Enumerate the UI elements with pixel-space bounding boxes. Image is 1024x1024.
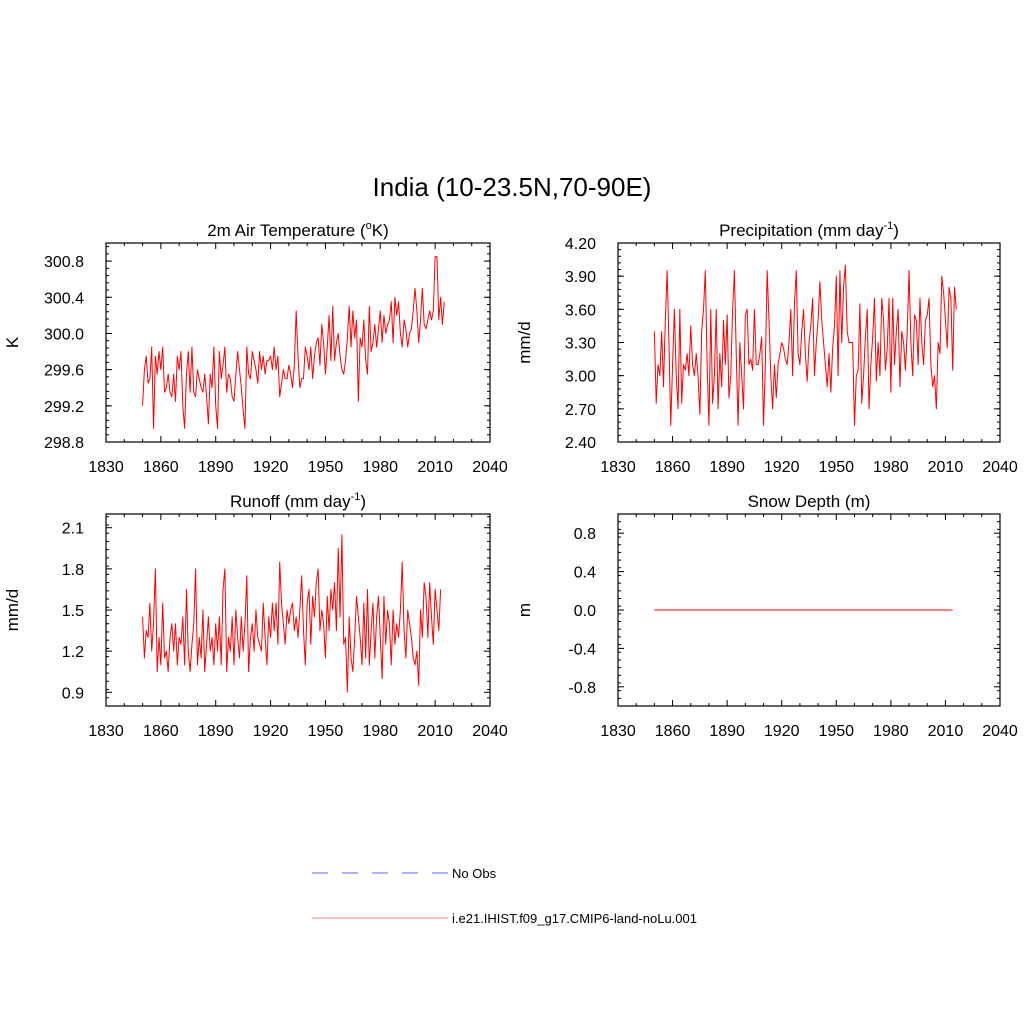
y-tick-label: 0.4 bbox=[574, 565, 596, 582]
x-tick-label: 1980 bbox=[362, 459, 398, 476]
panel-title-text: 2m Air Temperature ( bbox=[207, 221, 366, 240]
y-tick-label: 3.00 bbox=[565, 369, 596, 386]
panel-title: 2m Air Temperature (oK) bbox=[207, 220, 389, 240]
y-tick-label: 299.6 bbox=[44, 363, 84, 380]
x-tick-label: 1980 bbox=[362, 723, 398, 740]
x-tick-label: 1830 bbox=[88, 723, 124, 740]
series-line bbox=[142, 256, 445, 429]
y-tick-label: 3.60 bbox=[565, 302, 596, 319]
y-tick-label: 3.90 bbox=[565, 269, 596, 286]
x-tick-label: 1920 bbox=[253, 459, 289, 476]
x-tick-label: 1920 bbox=[253, 723, 289, 740]
figure-title: India (10-23.5N,70-90E) bbox=[373, 172, 652, 202]
panel-title-tail: K) bbox=[372, 221, 389, 240]
panel-title: Runoff (mm day-1) bbox=[230, 491, 366, 511]
x-tick-label: 1950 bbox=[818, 723, 854, 740]
x-tick-label: 1890 bbox=[198, 723, 234, 740]
plot-frame bbox=[105, 242, 491, 443]
panel-precipitation: 1830 1860 1890 1920 1950 1980 2010 2040 2.40 2.70… bbox=[515, 220, 1018, 476]
y-tick-label: 300.4 bbox=[44, 290, 84, 307]
x-tick-label: 2010 bbox=[417, 459, 453, 476]
y-tick-label: 1.5 bbox=[62, 603, 84, 620]
y-tick-label: 2.40 bbox=[565, 435, 596, 452]
y-tick-label: 1.2 bbox=[62, 644, 84, 661]
y-tick-label: 0.8 bbox=[574, 526, 596, 543]
x-tick-label: 1950 bbox=[818, 459, 854, 476]
panel-title-text: Precipitation (mm day bbox=[719, 221, 884, 240]
y-tick-label: 0.0 bbox=[574, 603, 596, 620]
x-tick-label: 1920 bbox=[764, 459, 800, 476]
x-tick-label: 1860 bbox=[655, 723, 691, 740]
panel-title: Precipitation (mm day-1) bbox=[719, 220, 899, 240]
x-tick-label: 1920 bbox=[764, 723, 800, 740]
legend-label-model: i.e21.IHIST.f09_g17.CMIP6-land-noLu.001 bbox=[452, 911, 697, 926]
panel-title-text: Snow Depth (m) bbox=[748, 492, 871, 511]
y-axis-label: K bbox=[3, 336, 22, 348]
panel-title-text: Runoff (mm day bbox=[230, 492, 351, 511]
y-axis-label: mm/d bbox=[515, 321, 534, 364]
x-tick-label: 1950 bbox=[308, 723, 344, 740]
y-tick-label: 2.70 bbox=[565, 402, 596, 419]
y-tick-label: 300.8 bbox=[44, 254, 84, 271]
panel-title-tail: ) bbox=[360, 492, 366, 511]
y-axis-label: m bbox=[515, 603, 534, 617]
x-tick-label: 2040 bbox=[982, 723, 1018, 740]
panel-title: Snow Depth (m) bbox=[748, 492, 871, 511]
legend: No Obs i.e21.IHIST.f09_g17.CMIP6-land-no… bbox=[312, 866, 697, 926]
y-tick-label: -0.4 bbox=[568, 641, 596, 658]
x-tick-label: 1830 bbox=[600, 459, 636, 476]
plot-frame bbox=[105, 513, 491, 707]
y-tick-label: 3.30 bbox=[565, 336, 596, 353]
x-tick-label: 1830 bbox=[600, 723, 636, 740]
y-axis-label: mm/d bbox=[3, 589, 22, 632]
y-tick-label: 1.8 bbox=[62, 562, 84, 579]
y-tick-label: 2.1 bbox=[62, 521, 84, 538]
x-tick-label: 1860 bbox=[143, 459, 179, 476]
x-tick-label: 1980 bbox=[873, 459, 909, 476]
x-tick-label: 2040 bbox=[472, 459, 508, 476]
panel-title-superscript: -1 bbox=[883, 220, 893, 232]
x-tick-label: 1980 bbox=[873, 723, 909, 740]
x-tick-label: 1890 bbox=[198, 459, 234, 476]
x-tick-label: 1860 bbox=[143, 723, 179, 740]
y-tick-label: 299.2 bbox=[44, 399, 84, 416]
y-tick-label: 0.9 bbox=[62, 685, 84, 702]
x-tick-label: 1830 bbox=[88, 459, 124, 476]
panel-title-superscript: o bbox=[366, 220, 372, 232]
x-tick-label: 2010 bbox=[417, 723, 453, 740]
y-tick-label: 300.0 bbox=[44, 326, 84, 343]
x-tick-label: 1890 bbox=[709, 459, 745, 476]
x-tick-label: 2040 bbox=[982, 459, 1018, 476]
legend-label-no-obs: No Obs bbox=[452, 866, 497, 881]
x-tick-label: 1950 bbox=[308, 459, 344, 476]
x-tick-label: 2010 bbox=[928, 459, 964, 476]
x-tick-label: 1890 bbox=[709, 723, 745, 740]
series-line bbox=[142, 534, 442, 693]
y-tick-label: 298.8 bbox=[44, 435, 84, 452]
y-tick-label: 4.20 bbox=[565, 236, 596, 253]
y-tick-label: -0.8 bbox=[568, 680, 596, 697]
panel-title-tail: ) bbox=[893, 221, 899, 240]
x-tick-label: 2010 bbox=[928, 723, 964, 740]
x-tick-label: 2040 bbox=[472, 723, 508, 740]
panel-air-temperature: 1830 1860 1890 1920 1950 1980 2010 2040 298.8 299… bbox=[3, 220, 508, 476]
panel-runoff: 1830 1860 1890 1920 1950 1980 2010 2040 0.9 1.2 1.… bbox=[3, 491, 508, 740]
panel-snow-depth: 1830 1860 1890 1920 1950 1980 2010 2040 -0.8 -0.4… bbox=[515, 492, 1018, 740]
panel-title-superscript: -1 bbox=[351, 491, 361, 503]
series-line bbox=[653, 264, 957, 426]
x-tick-label: 1860 bbox=[655, 459, 691, 476]
